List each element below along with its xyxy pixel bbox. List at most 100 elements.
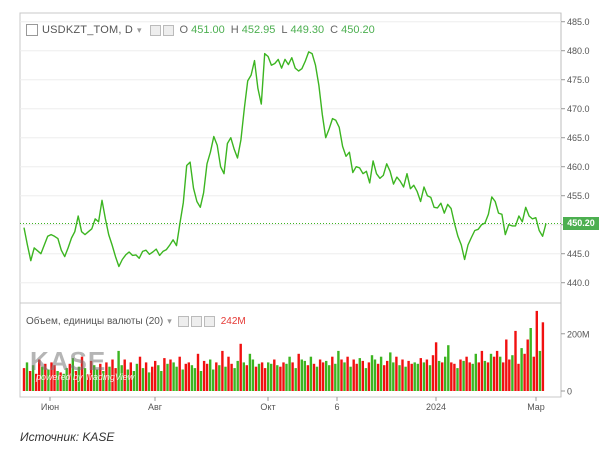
settings-icon[interactable] [162,24,174,36]
volume-bar [25,362,29,391]
volume-bar [422,362,426,391]
volume-bar [315,366,319,391]
chevron-down-icon[interactable]: ▾ [167,316,172,326]
volume-bar [129,362,132,391]
volume-bar [239,343,242,391]
volume-bar [349,366,352,391]
volume-bar [160,371,163,391]
volume-bar [413,362,416,391]
chevron-down-icon[interactable]: ▾ [137,24,142,35]
volume-bar [532,356,535,391]
symbol-label[interactable]: USDKZT_TOM, D [42,24,134,36]
volume-bar [288,356,291,391]
volume-label[interactable]: Объем, единицы валюты (20) [26,316,164,327]
volume-bar [202,360,206,391]
volume-bar [267,362,270,391]
volume-bar [89,360,93,391]
volume-bar [425,359,429,391]
volume-bar [291,362,294,391]
chart-header: USDKZT_TOM, D ▾ O 451.00 H 452.95 L 449.… [26,22,375,38]
close-icon[interactable] [203,316,215,327]
volume-bar [364,368,368,391]
volume-bar [450,362,453,391]
volume-bar [172,362,175,391]
volume-bar [166,363,169,391]
volume-bar [132,371,136,391]
volume-value: 242M [220,316,246,327]
time-tick-label: Мар [527,402,545,412]
price-tick-label: 470.0 [567,104,590,114]
volume-bar [248,353,252,391]
volume-bar [462,360,465,391]
volume-bar [361,360,364,391]
volume-bar [205,363,209,391]
volume-bar [541,322,545,391]
volume-bar [376,363,380,391]
price-tick-label: 475.0 [567,75,590,85]
eye-icon[interactable] [177,316,189,327]
settings-icon[interactable] [190,316,202,327]
volume-bar [358,358,361,391]
volume-bar [254,366,258,391]
volume-bar [441,362,444,391]
volume-bar [517,363,520,391]
volume-bar [74,371,78,391]
volume-bar [93,365,96,391]
source-caption: Источник: KASE [20,430,115,444]
volume-bar [157,365,160,391]
volume-axis: 0 200M [561,329,590,397]
volume-bar [340,359,343,391]
volume-bar [407,360,410,391]
volume-bar [367,362,371,391]
volume-bar [373,359,377,391]
tradingview-watermark: powered by TradingView [36,372,135,382]
volume-bar [62,373,65,391]
price-tick-label: 445.0 [567,249,590,259]
volume-bar [386,360,389,391]
volume-bar [221,350,224,391]
volume-bar [437,360,441,391]
volume-bar [404,366,407,391]
volume-bar [318,359,322,391]
volume-bar [102,371,105,391]
volume-bar [529,328,532,391]
volume-bar [108,366,111,391]
volume-bar [28,371,32,391]
volume-bar [526,339,529,391]
volume-bar [245,365,248,391]
volume-bar [346,356,349,391]
volume-bar [434,342,438,391]
volume-bar [337,350,340,391]
time-axis: Июн Авг Окт 6 2024 Мар [41,397,545,412]
volume-tick-label: 200M [567,329,590,339]
price-axis: 440.0445.0450.0455.0460.0465.0470.0475.0… [561,17,590,288]
volume-bar [480,350,484,391]
volume-bar [96,369,99,391]
volume-bar [187,362,190,391]
volume-bar [370,355,374,391]
volume-bar [331,356,334,391]
volume-bar [492,356,496,391]
volume-bar [38,359,41,391]
volume-bar [251,359,255,391]
volume-bar [300,359,303,391]
volume-bar [279,366,282,391]
volume-bar [306,365,310,391]
volume-bar [151,366,154,391]
volume-bar [169,359,172,391]
volume-bar [126,369,129,391]
volume-bar [471,363,474,391]
collapse-icon[interactable] [26,24,38,36]
price-tick-label: 465.0 [567,133,590,143]
volume-bar [456,368,459,391]
eye-icon[interactable] [149,24,161,36]
volume-bar [50,362,53,391]
volume-bar [276,365,279,391]
volume-bar [22,368,26,391]
volume-bar [325,360,328,391]
volume-bar [379,356,383,391]
volume-bar [230,363,233,391]
volume-bar [303,360,306,391]
low-value: 449.30 [290,24,325,36]
volume-bar [486,362,490,391]
